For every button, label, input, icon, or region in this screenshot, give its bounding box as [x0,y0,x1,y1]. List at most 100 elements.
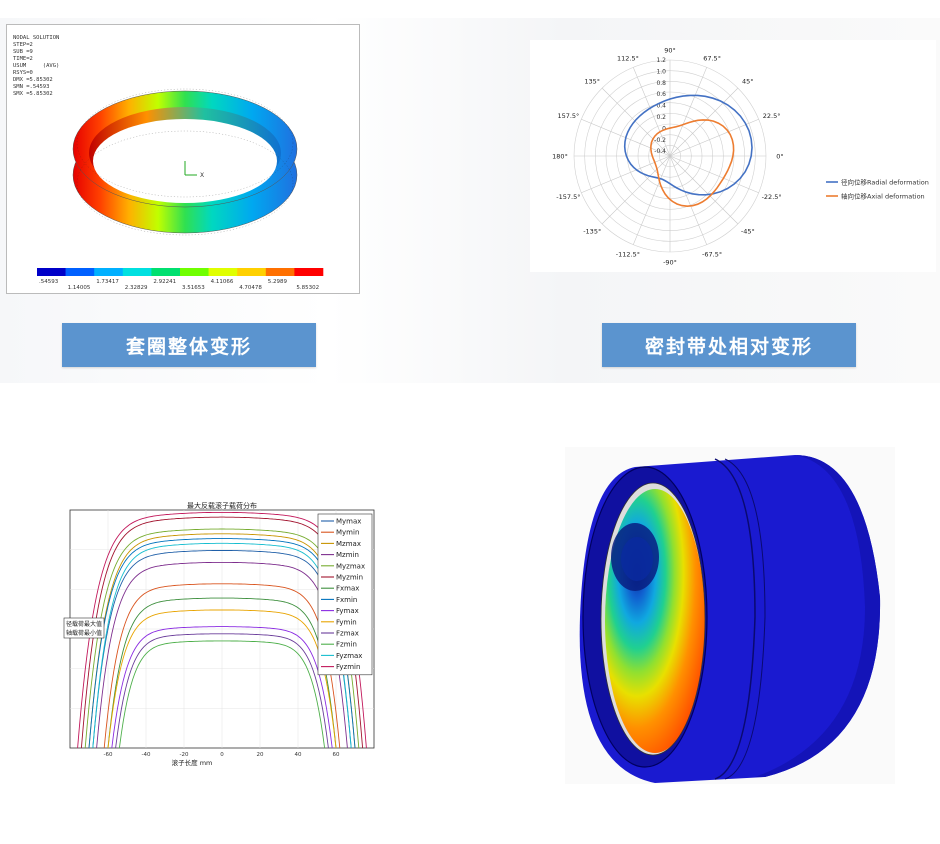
legend-label: Mymax [336,518,361,526]
polar-angle-label: -157.5° [556,193,580,201]
x-tick-label: 60 [333,752,340,758]
polar-r-tick: -0.4 [654,148,666,155]
legend-swatch [122,268,152,276]
series-line-fymin [107,609,337,749]
polar-angle-label: -67.5° [702,250,722,258]
x-tick-label: -20 [180,752,189,758]
polar-angle-label: 157.5° [557,112,579,120]
legend-label: Fymin [336,618,357,626]
series-line-fxmax [107,597,337,749]
legend-label: Fxmin [336,596,357,604]
polar-legend-label: 径向位移Radial deformation [841,178,929,187]
legend-label: Fyzmax [336,652,362,660]
legend-label: Mzmin [336,551,359,559]
series-line-mymax [92,550,352,749]
polar-spoke [669,118,759,157]
legend-label: Myzmax [336,562,365,570]
ansys-ring-panel: NODAL SOLUTION STEP=2 SUB =9 TIME=2 USUM… [6,24,360,294]
legend-top-label: .54593 [39,279,59,285]
caption-seal-deformation: 密封带处相对变形 [602,323,856,367]
series-line-myzmin [80,516,364,749]
polar-angle-label: 22.5° [763,112,781,120]
legend-swatch [151,268,181,276]
ring-deformation-image: X .54593 1.73417 2.92241 4.11066 5.2989 1.140… [37,88,324,291]
polar-r-tick: 0.8 [656,80,666,87]
ansys-header: NODAL SOLUTION STEP=2 SUB =9 TIME=2 USUM… [13,35,60,97]
series-line-mymin [103,583,341,749]
legend-top-label: 1.73417 [96,279,119,285]
x-axis-label: 滚子长度 mm [172,758,213,767]
chart-title: 最大反载滚子载荷分布 [187,501,257,510]
polar-r-tick: 1.0 [656,68,666,75]
roller-load-chart: 最大反载滚子载荷分布 -60 -40 -20 0 20 40 60 滚子长度 mm Mymax My… [63,500,376,767]
polar-spoke [669,155,759,194]
svg-text:X: X [200,172,204,179]
polar-angle-label: -45° [741,227,755,235]
polar-r-tick: 0.6 [656,91,666,98]
polar-angle-label: -90° [663,259,677,267]
caption-ring-deformation: 套圈整体变形 [62,323,316,367]
legend-top-label: 5.2989 [268,279,288,285]
legend-swatch [237,268,267,276]
legend-bottom-label: 1.14005 [68,285,91,291]
series-line-mzmin [96,561,348,749]
legend-swatch [208,268,238,276]
legend-label: Fxmax [336,585,359,593]
polar-angle-label: 90° [664,47,676,55]
polar-chart-svg: 90° 67.5° 45° 22.5° 0° -22.5° -45° -67.5° -90° -1… [552,47,929,267]
polar-angle-label: -22.5° [762,193,782,201]
series-line-myzmax [84,528,360,749]
polar-spoke [669,155,708,245]
polar-angle-label: 180° [552,153,568,161]
legend-swatch [94,268,124,276]
series-line-fymax [111,626,333,749]
polar-spoke [581,155,671,194]
polar-angle-label: 135° [584,78,600,86]
legend-label: Fzmax [336,630,359,638]
polar-r-tick: 0 [662,125,666,132]
side-legend-label: 轴载荷最小值 [66,629,102,637]
polar-angle-label: 67.5° [703,55,721,63]
polar-legend-label: 轴向位移Axial deformation [841,192,925,201]
legend-label: Mymin [336,529,359,537]
legend-bottom-label: 5.85302 [296,285,319,291]
legend-swatch [265,268,295,276]
color-legend-bar: .54593 1.73417 2.92241 4.11066 5.2989 1.14005… [37,268,324,291]
legend-swatch [65,268,95,276]
legend-bottom-label: 2.32829 [125,285,148,291]
polar-spoke [669,155,739,225]
polar-angle-label: 0° [776,153,783,161]
x-tick-label: 0 [220,752,224,758]
polar-series-radial [623,94,753,196]
polar-r-tick: 1.2 [656,57,666,64]
polar-angle-label: 45° [742,78,754,86]
bearing-3d-render [565,447,895,784]
legend-label: Fymax [336,607,359,615]
legend-label: Fzmin [336,641,357,649]
chart-legend [317,513,373,676]
series-line-mzmax [88,533,356,749]
polar-spoke [632,67,671,157]
legend-bottom-label: 3.51653 [182,285,205,291]
series-line-fxmin [88,538,356,749]
x-tick-label: -60 [104,752,113,758]
polar-angle-label: -112.5° [616,250,640,258]
legend-swatch [37,268,66,276]
x-tick-label: 20 [257,752,264,758]
polar-spoke [601,87,671,157]
polar-r-tick: 0.4 [656,103,666,110]
series-line-fyzmax [92,542,352,749]
polar-spoke [632,155,671,245]
axis-triad-icon: X [184,161,204,179]
polar-r-tick: 0.2 [656,114,666,121]
legend-top-label: 4.11066 [211,279,234,285]
roller-load-chart-svg: 最大反载滚子载荷分布 -60 -40 -20 0 20 40 60 滚子长度 mm Mymax My… [63,501,375,767]
legend-label: Fyzmin [336,663,360,671]
side-legend-box [63,617,105,639]
polar-angle-label: -135° [583,227,601,235]
polar-spoke [669,87,739,157]
legend-label: Mzmax [336,540,361,548]
legend-bottom-label: 4.70478 [239,285,262,291]
legend-swatch [180,268,209,276]
polar-series-axial [650,119,735,208]
